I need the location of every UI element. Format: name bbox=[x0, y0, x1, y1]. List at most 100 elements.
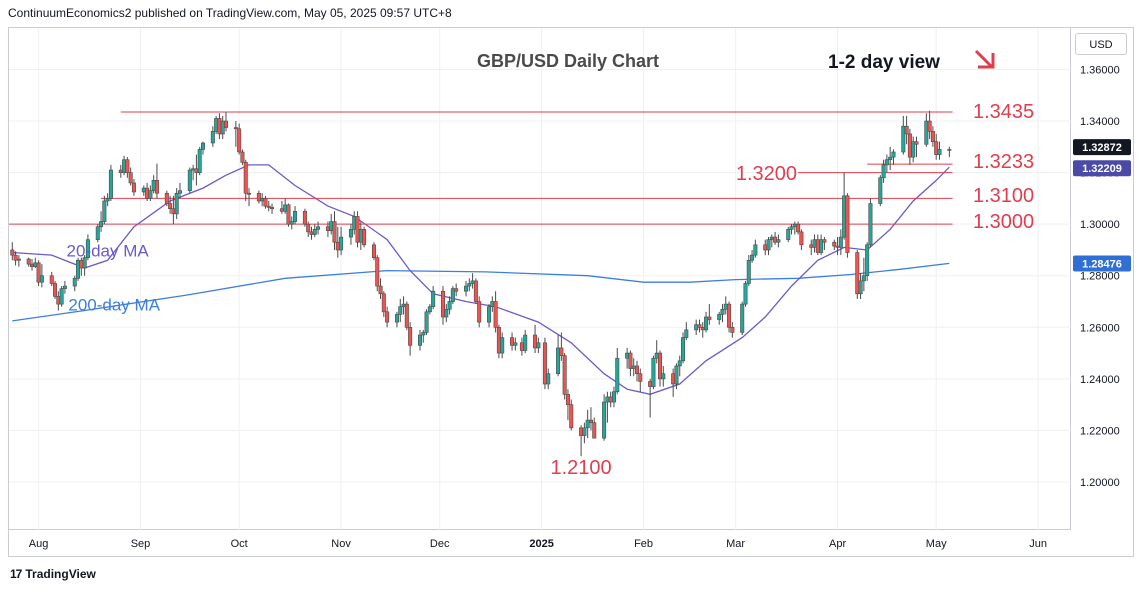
candle-body bbox=[335, 241, 340, 251]
candle-body bbox=[861, 275, 866, 282]
tradingview-logo-icon: 17 bbox=[10, 567, 22, 581]
candle-body bbox=[582, 427, 587, 436]
attribution-header: ContinuumEconomics2 published on Trading… bbox=[8, 6, 452, 20]
candle-body bbox=[197, 149, 202, 173]
candle-body bbox=[891, 151, 896, 158]
candle-body bbox=[579, 427, 584, 436]
candle-body bbox=[431, 290, 436, 307]
candle-body bbox=[283, 204, 288, 212]
ma200-line bbox=[12, 262, 950, 322]
candle-body bbox=[855, 252, 860, 295]
candle-body bbox=[822, 239, 827, 243]
candle-body bbox=[26, 258, 31, 265]
candle-body bbox=[99, 221, 104, 228]
time-axis[interactable] bbox=[8, 530, 1071, 557]
candle-body bbox=[717, 314, 722, 320]
candle-body bbox=[421, 332, 426, 336]
candle-body bbox=[62, 285, 67, 289]
candle-body bbox=[82, 257, 87, 269]
candle-body bbox=[102, 200, 107, 222]
candle-body bbox=[809, 244, 814, 248]
candle-body bbox=[565, 394, 570, 405]
candle-body bbox=[930, 131, 935, 142]
level-label: 1.3435 bbox=[973, 101, 1034, 123]
candle-body bbox=[375, 257, 380, 287]
candle-body bbox=[105, 198, 110, 202]
candle-body bbox=[835, 245, 840, 248]
candle-body bbox=[487, 306, 492, 323]
y-tick-label: 1.26000 bbox=[1080, 322, 1120, 334]
candle-body bbox=[490, 301, 495, 307]
candle-body bbox=[108, 169, 113, 199]
candle-body bbox=[30, 263, 35, 268]
annotation-label: 1.2100 bbox=[551, 457, 612, 479]
candle-body bbox=[884, 159, 889, 166]
price-badge bbox=[1073, 139, 1131, 156]
candle-body bbox=[381, 293, 386, 313]
x-tick-label: Apr bbox=[829, 538, 846, 550]
level-label: 1.3200 bbox=[736, 163, 797, 185]
candle-body bbox=[493, 301, 498, 328]
x-tick-label: Jun bbox=[1029, 538, 1047, 550]
candle-body bbox=[792, 223, 797, 228]
candle-body bbox=[95, 226, 100, 240]
candle-body bbox=[651, 357, 656, 387]
candle-body bbox=[309, 231, 314, 235]
candle-body bbox=[447, 301, 452, 310]
candle-body bbox=[608, 396, 613, 403]
candle-body bbox=[533, 334, 538, 349]
candle-body bbox=[786, 229, 791, 240]
candle-body bbox=[773, 236, 778, 243]
candle-body bbox=[838, 236, 843, 248]
candle-body bbox=[217, 118, 222, 135]
y-tick-label: 1.22000 bbox=[1080, 425, 1120, 437]
y-tick-label: 1.24000 bbox=[1080, 374, 1120, 386]
candle-body bbox=[36, 262, 41, 283]
candle-body bbox=[16, 258, 21, 261]
candle-body bbox=[85, 239, 90, 258]
currency-button[interactable]: USD bbox=[1075, 33, 1127, 55]
candle-body bbox=[240, 151, 245, 163]
candle-body bbox=[766, 239, 771, 251]
candle-body bbox=[750, 254, 755, 261]
candle-body bbox=[585, 419, 590, 429]
candle-body bbox=[513, 342, 518, 346]
candle-body bbox=[901, 125, 906, 153]
y-tick-label: 1.28000 bbox=[1080, 271, 1120, 283]
candle-body bbox=[740, 303, 745, 333]
candle-body bbox=[125, 159, 130, 173]
candle-body bbox=[312, 229, 317, 235]
candle-body bbox=[658, 352, 663, 380]
candle-body bbox=[464, 285, 469, 292]
candle-body bbox=[907, 133, 912, 158]
candle-body bbox=[776, 239, 781, 243]
candle-body bbox=[674, 365, 679, 385]
candle-body bbox=[122, 159, 127, 173]
candle-body bbox=[704, 316, 709, 331]
candle-body bbox=[723, 303, 728, 310]
x-tick-label: Oct bbox=[231, 538, 248, 550]
candle-body bbox=[408, 326, 413, 346]
candle-body bbox=[625, 352, 630, 359]
candle-body bbox=[263, 198, 268, 207]
candle-body bbox=[454, 288, 459, 292]
candle-body bbox=[496, 326, 501, 354]
candle-body bbox=[707, 316, 712, 320]
tradingview-brand[interactable]: 17 TradingView bbox=[10, 567, 96, 581]
candle-body bbox=[523, 334, 528, 351]
candle-body bbox=[224, 120, 229, 128]
candle-body bbox=[306, 223, 311, 233]
candle-body bbox=[510, 337, 515, 346]
candle-body bbox=[329, 221, 334, 231]
candles-layer bbox=[10, 110, 952, 457]
candle-body bbox=[237, 128, 242, 153]
price-badge bbox=[1073, 160, 1131, 177]
price-badges: 1.32872 1.32209 1.28476 bbox=[1073, 139, 1131, 272]
candle-body bbox=[76, 259, 81, 279]
candle-body bbox=[362, 229, 367, 246]
chart-frame bbox=[8, 27, 1071, 530]
candle-body bbox=[293, 210, 298, 222]
price-axis[interactable] bbox=[1071, 27, 1134, 557]
candle-body bbox=[681, 337, 686, 362]
